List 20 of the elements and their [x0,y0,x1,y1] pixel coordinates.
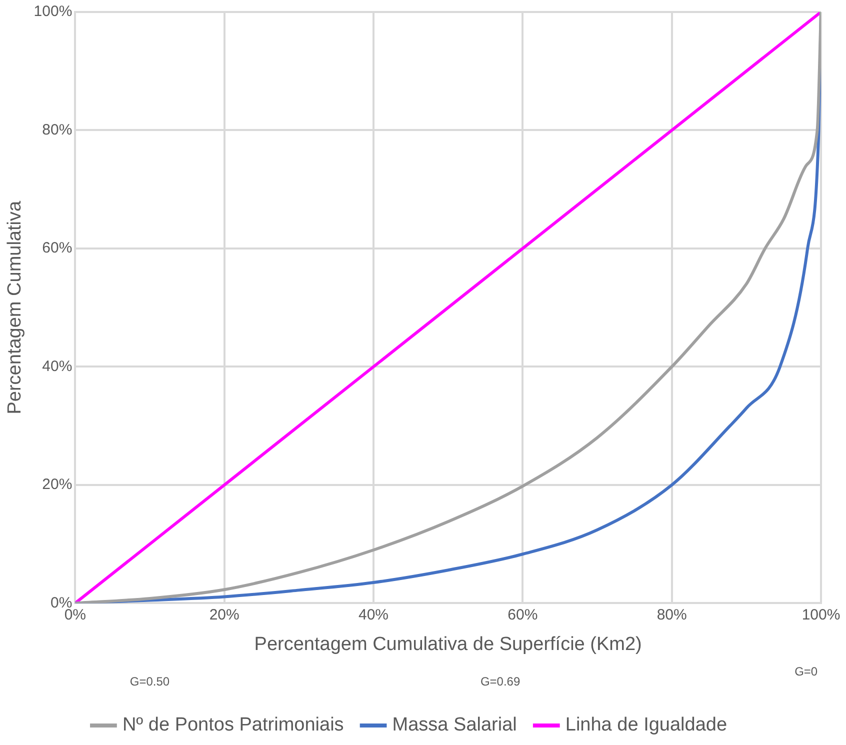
x-tick-label: 80% [656,606,687,624]
text: G=0.69 [480,674,520,688]
line-series [75,12,821,604]
text: G=0.50 [130,674,170,688]
x-tick-label: 40% [358,606,389,624]
x-tick-label: 0% [64,606,86,624]
y-tick-label: 20% [42,476,72,494]
x-axis-title: Percentagem Cumulativa de Superfície (Km2) [254,634,642,655]
y-tick-label: 100% [34,3,72,20]
y-tick-label: 80% [42,121,72,138]
y-tick-label: 60% [42,240,72,257]
x-tick-label: 100% [802,606,840,624]
text: G=0 [794,664,818,678]
y-tick-label: 40% [42,358,72,375]
legend-label: Massa Salarial [392,714,517,736]
x-tick-label: 20% [209,606,240,624]
x-tick-label: 60% [508,606,538,624]
legend-label: Linha de Igualdade [565,714,728,736]
legend-label: Nº de Pontos Patrimoniais [122,714,344,736]
y-axis-title: Percentagem Cumulativa [4,200,26,414]
